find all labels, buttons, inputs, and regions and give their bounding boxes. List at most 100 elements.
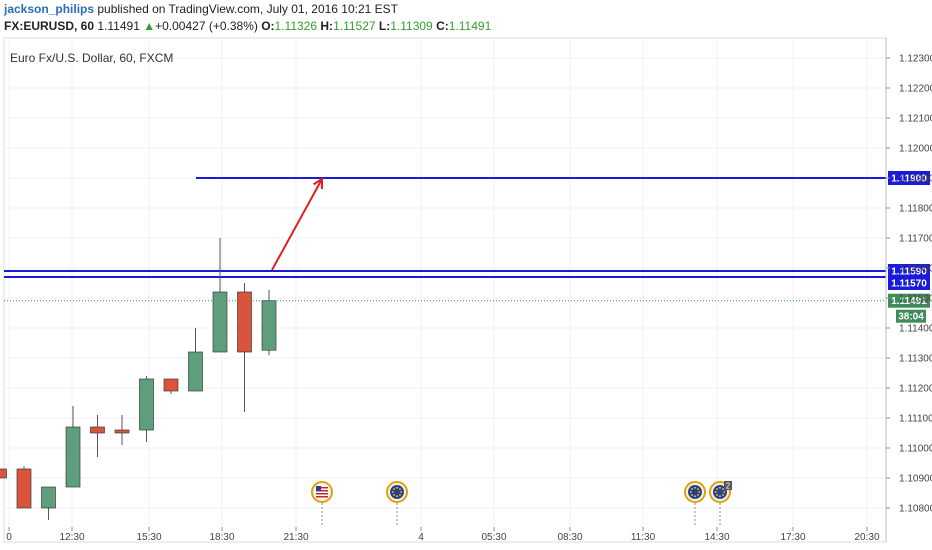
level-price-tag [888, 171, 930, 185]
arrow-head [313, 177, 324, 190]
y-tick-label: 1.11000 [899, 444, 932, 455]
candle[interactable] [90, 415, 105, 457]
candle[interactable] [65, 406, 81, 488]
high-label: H: [320, 19, 334, 33]
publish-text: published on TradingView.com, July 01, 2… [94, 2, 399, 16]
eu-flag-star [722, 494, 724, 496]
level-price-label: 1.11590 [891, 267, 927, 278]
open-value: 1.11326 [274, 19, 318, 33]
eu-flag-star [396, 495, 398, 498]
candle[interactable] [261, 289, 277, 356]
event-count-badge [724, 481, 732, 490]
high-value: 1.11527 [333, 19, 376, 33]
candle[interactable] [139, 376, 154, 442]
y-tick-label: 1.11300 [899, 354, 932, 365]
us-flag-stripe [316, 493, 328, 495]
y-tick-label: 1.12200 [899, 84, 932, 95]
close-label: C: [436, 19, 449, 33]
candle-body [261, 300, 277, 351]
y-tick-label: 1.12300 [899, 54, 932, 65]
price-change: +0.00427 (+0.38%) [155, 19, 258, 33]
y-tick-label: 1.12100 [899, 114, 932, 125]
x-tick-label: 15:30 [136, 532, 161, 543]
eu-flag-star [722, 488, 724, 490]
x-tick-label: 17:30 [780, 532, 805, 543]
x-tick-label: 4 [418, 532, 424, 543]
candle[interactable] [16, 466, 32, 509]
y-tick-label: 1.10900 [899, 474, 932, 485]
candle[interactable] [237, 283, 252, 412]
y-tick-label: 1.11400 [899, 324, 932, 335]
us-flag-stripe [316, 487, 328, 489]
plot-area[interactable] [3, 37, 887, 543]
candle[interactable] [114, 415, 130, 445]
x-tick-label: 0 [6, 532, 12, 543]
x-tick-label: 11:30 [631, 532, 656, 543]
eu-flag-star [723, 491, 726, 493]
candle-body [212, 291, 228, 353]
publish-info: jackson_philips published on TradingView… [4, 2, 398, 16]
eu-flag-star [719, 495, 721, 498]
up-triangle-icon: ▲ [143, 19, 156, 33]
candle[interactable] [41, 486, 56, 520]
x-tick-label: 21:30 [283, 532, 308, 543]
last-price: 1.11491 [97, 19, 140, 33]
us-flag-stripe [316, 496, 328, 498]
y-tick-label: 1.11800 [899, 204, 932, 215]
eu-flag-star [691, 488, 693, 490]
x-tick-label: 18:30 [209, 532, 234, 543]
level-price-tag [888, 276, 930, 290]
eu-flag-star [719, 486, 721, 489]
candle-body [188, 351, 203, 392]
candle-body [139, 378, 154, 431]
grid-lines [4, 38, 886, 542]
eu-flag-star [691, 494, 693, 496]
candle[interactable] [0, 468, 7, 482]
event-marker[interactable] [684, 481, 706, 527]
level-price-tag [888, 264, 930, 278]
arrow-shaft[interactable] [271, 178, 323, 271]
eu-flag-icon [390, 485, 404, 499]
symbol-label[interactable]: FX:EURUSD, 60 [4, 19, 95, 33]
y-tick-label: 1.11700 [899, 234, 932, 245]
y-tick-label: 1.11600 [899, 264, 932, 275]
current-price-label: 1.11491 [891, 296, 927, 307]
eu-flag-star [396, 486, 398, 489]
low-value: 1.11309 [390, 19, 433, 33]
author-link[interactable]: jackson_philips [4, 2, 95, 16]
event-marker[interactable] [311, 481, 333, 527]
close-value: 1.11491 [448, 19, 492, 33]
event-markers[interactable]: 2 [311, 481, 732, 527]
candle-body [90, 426, 105, 434]
y-tick-label: 1.11900 [899, 174, 932, 185]
x-tick-label: 05:30 [481, 532, 506, 543]
event-marker[interactable]: 2 [709, 481, 732, 527]
eu-flag-star [400, 491, 403, 493]
candle[interactable] [188, 328, 203, 392]
eu-flag-star [716, 488, 718, 490]
event-marker[interactable] [386, 481, 408, 527]
countdown-label: 38:04 [898, 312, 924, 323]
us-flag-stripe [316, 490, 328, 492]
x-tick-label: 20:30 [854, 532, 879, 543]
eu-flag-star [697, 494, 699, 496]
open-label: O: [261, 19, 275, 33]
eu-flag-icon [713, 485, 727, 499]
eu-flag-star [393, 488, 395, 490]
target-arrow[interactable] [271, 177, 324, 271]
chart-title: Euro Fx/U.S. Dollar, 60, FXCM [10, 51, 173, 65]
time-axis[interactable]: 0 12:30 15:30 18:30 21:30 4 05:30 08:30 11:30 14:… [6, 527, 880, 543]
eu-flag-star [697, 488, 699, 490]
eu-flag-icon [688, 485, 702, 499]
current-price-tag [888, 293, 930, 308]
candles[interactable] [0, 238, 277, 520]
price-axis[interactable]: 1.12300 1.12200 1.12100 1.12000 1.11900 1.118… [886, 54, 932, 515]
eu-flag-star [714, 491, 717, 493]
eu-flag-star [716, 494, 718, 496]
candle[interactable] [212, 238, 228, 353]
countdown-tag [896, 309, 926, 323]
candle[interactable] [163, 378, 179, 394]
y-tick-label: 1.12000 [899, 144, 932, 155]
